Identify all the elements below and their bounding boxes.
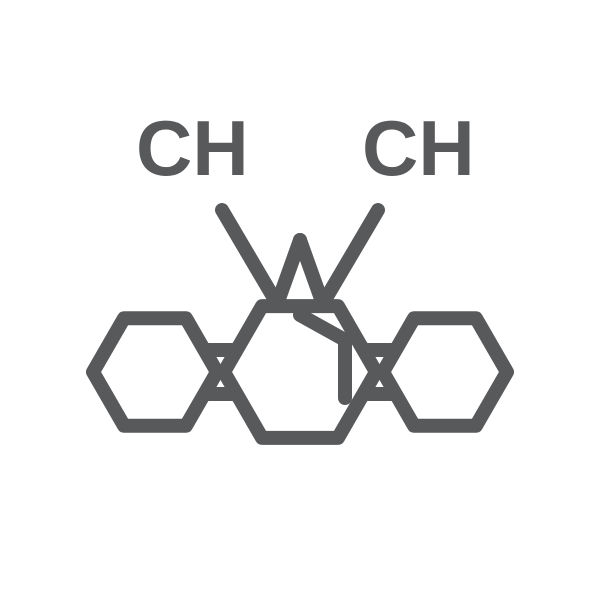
molecule-diagram: CH CH [0,0,600,600]
hexagon-center [224,306,376,438]
v-stick-right [300,240,320,296]
hexagon-left [93,318,217,425]
inner-double-bond [300,315,345,398]
label-ch-right: CH [362,104,475,192]
substituent-stick-right [325,210,378,300]
label-ch-left: CH [136,104,249,192]
hexagon-right [383,318,507,425]
substituent-stick-left [222,210,275,300]
